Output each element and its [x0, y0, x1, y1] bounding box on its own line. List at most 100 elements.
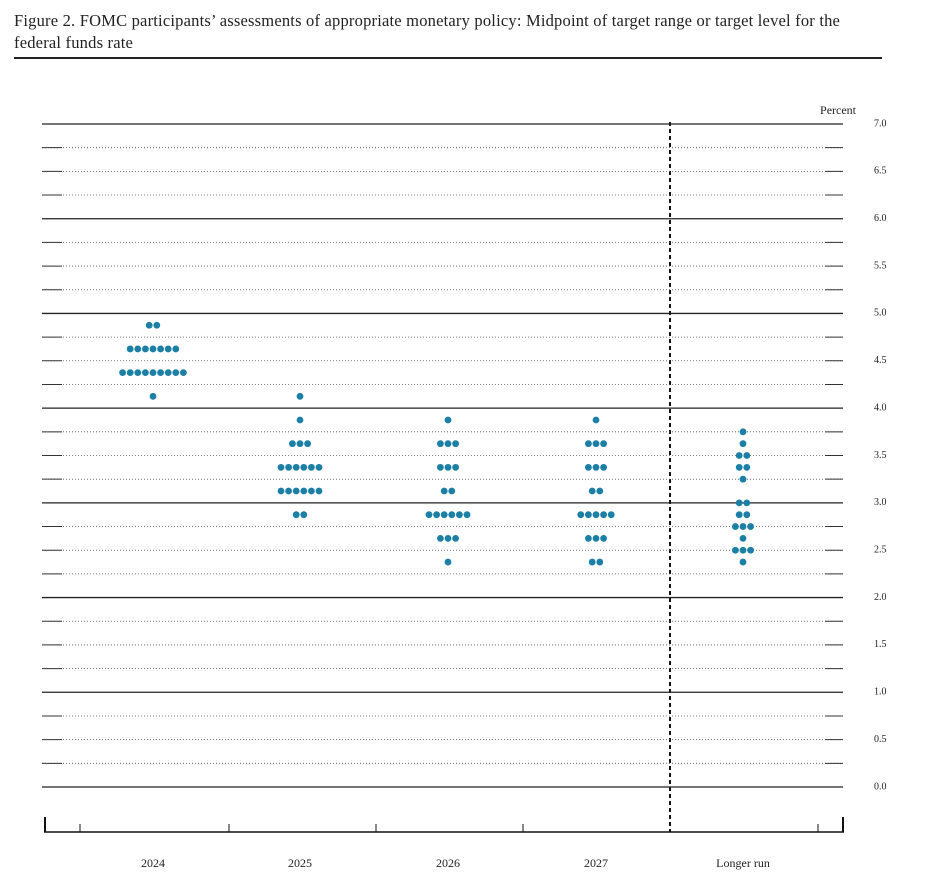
dot [134, 369, 142, 377]
y-tick-label: 4.0 [874, 402, 887, 413]
dot [292, 511, 300, 519]
dot [456, 511, 463, 519]
dot [277, 487, 285, 495]
dot [735, 499, 743, 507]
dot [440, 511, 448, 519]
dot [304, 440, 311, 448]
dot [607, 511, 615, 519]
y-tick-label: 5.5 [874, 260, 887, 271]
dot [149, 369, 157, 377]
dot [433, 511, 440, 519]
dot [119, 369, 126, 377]
dot [747, 546, 754, 554]
dot [732, 546, 739, 554]
dot [157, 345, 165, 353]
y-tick-label: 7.0 [874, 118, 887, 129]
dot [444, 416, 452, 424]
title-rule [14, 57, 882, 59]
dot [592, 416, 600, 424]
dot [739, 523, 747, 530]
dot [743, 511, 751, 519]
dot [592, 440, 600, 448]
dot [164, 345, 172, 353]
dot [444, 440, 452, 448]
dot [600, 534, 607, 542]
dot [743, 499, 751, 507]
dot [739, 534, 747, 542]
dot [463, 511, 471, 519]
y-axis-label: Percent [820, 103, 857, 117]
dot [592, 511, 600, 519]
dot [172, 369, 180, 377]
dot [149, 392, 157, 400]
dot [735, 452, 743, 459]
dot [448, 511, 456, 519]
dot [577, 511, 585, 519]
dot [585, 463, 592, 471]
y-tick-label: 4.5 [874, 355, 887, 366]
dot [315, 487, 323, 495]
y-tick-label: 2.0 [874, 592, 887, 603]
dot [296, 392, 304, 400]
dot [149, 345, 157, 353]
dot [732, 523, 739, 530]
dot [425, 511, 433, 519]
y-tick-label: 3.0 [874, 497, 887, 508]
dot [300, 511, 308, 519]
dot [448, 487, 456, 495]
dot [743, 452, 751, 459]
dot [452, 463, 459, 471]
dot [444, 534, 452, 542]
dot [292, 487, 300, 495]
dot [735, 511, 743, 519]
dot [300, 487, 308, 495]
dot [145, 321, 153, 329]
dot [142, 369, 149, 377]
dot [452, 534, 459, 542]
dot [289, 440, 296, 448]
dot [585, 511, 592, 519]
x-tick-label: Longer run [716, 856, 770, 870]
dot [747, 523, 754, 530]
dot [296, 416, 304, 424]
y-tick-label: 0.0 [874, 781, 887, 792]
dot [292, 463, 300, 471]
dot [735, 463, 743, 471]
dot [308, 463, 315, 471]
y-tick-label: 2.5 [874, 545, 887, 556]
y-tick-label: 1.0 [874, 687, 887, 698]
dot [588, 558, 596, 566]
y-tick-label: 6.0 [874, 213, 887, 224]
dot [739, 428, 747, 436]
dot [172, 345, 180, 353]
dot [592, 463, 600, 471]
dot [126, 369, 134, 377]
dot [437, 534, 444, 542]
x-tick-label: 2026 [436, 856, 460, 870]
x-tick-label: 2024 [141, 856, 165, 870]
dot [437, 463, 444, 471]
y-tick-label: 3.5 [874, 450, 887, 461]
x-tick-label: 2027 [584, 856, 608, 870]
dot [452, 440, 459, 448]
dot [444, 463, 452, 471]
x-tick-label: 2025 [288, 856, 312, 870]
dot [596, 487, 604, 495]
dot [739, 440, 747, 448]
dot [444, 558, 452, 566]
y-tick-label: 6.5 [874, 166, 887, 177]
dot [300, 463, 308, 471]
dot [296, 440, 304, 448]
dot [315, 463, 323, 471]
dot [285, 487, 292, 495]
dot [164, 369, 172, 377]
chart-title: Figure 2. FOMC participants’ assessments… [14, 11, 841, 52]
dot [600, 511, 607, 519]
dot [285, 463, 292, 471]
dot [157, 369, 165, 377]
dot [134, 345, 142, 353]
dot [600, 440, 607, 448]
dot [180, 369, 187, 377]
